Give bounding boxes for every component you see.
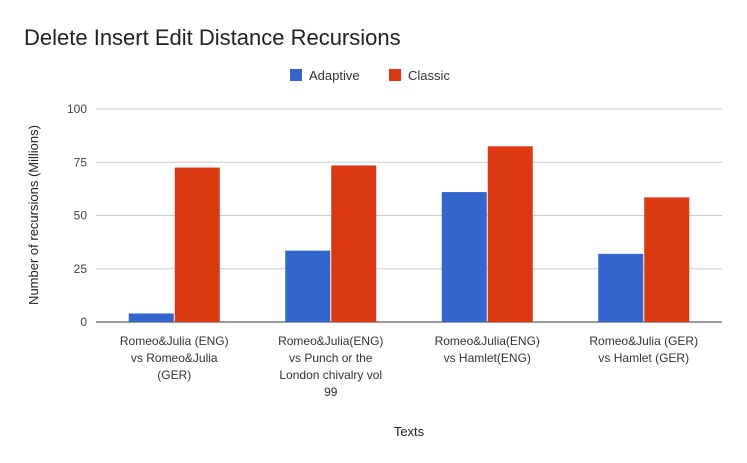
x-category-label: Romeo&Julia(ENG) vs Punch or the London ch… [278,334,383,399]
bar-adaptive [128,313,174,322]
y-axis-ticks: 0 25 50 75 100 [67,102,87,329]
bar-adaptive [285,250,331,322]
y-tick-label: 0 [80,315,87,329]
bar-adaptive [441,192,487,322]
chart-title: Delete Insert Edit Distance Recursions [24,25,401,50]
x-axis-categories: Romeo&Julia (ENG) vs Romeo&Julia (GER) Rome… [120,334,698,399]
bar-classic [487,146,533,322]
legend-swatch-adaptive [290,69,302,81]
bar-classic [174,167,220,322]
legend-swatch-classic [389,69,401,81]
x-category-label: Romeo&Julia (ENG) vs Romeo&Julia (GER) [120,334,229,382]
bars [128,146,690,322]
x-axis-title: Texts [394,424,425,439]
legend-label-classic: Classic [408,68,450,83]
legend-label-adaptive: Adaptive [309,68,360,83]
x-category-label: Romeo&Julia(ENG) vs Hamlet(ENG) [435,334,540,365]
y-tick-label: 50 [74,209,88,223]
y-tick-label: 25 [74,262,88,276]
bar-classic [331,165,377,322]
y-tick-label: 100 [67,102,87,116]
y-axis-title: Number of recursions (Millions) [26,125,41,305]
bar-adaptive [598,253,644,322]
x-category-label: Romeo&Julia (GER) vs Hamlet (GER) [589,334,698,365]
bar-classic [644,197,690,322]
y-tick-label: 75 [74,155,88,169]
legend: Adaptive Classic [290,68,450,83]
